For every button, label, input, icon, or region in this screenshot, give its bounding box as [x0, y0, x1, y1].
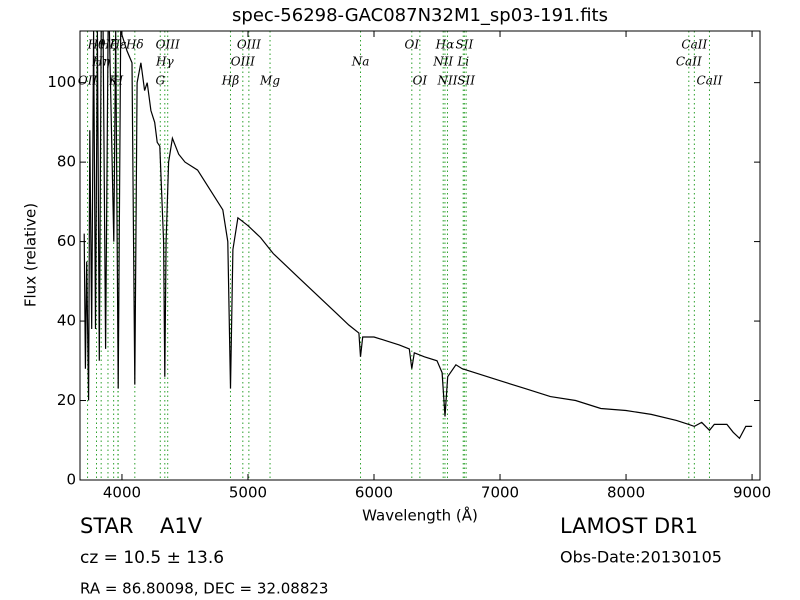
y-tick-label: 100 — [47, 73, 76, 91]
line-label: G — [155, 74, 165, 88]
line-label: NII — [436, 74, 457, 88]
chart-title: spec-56298-GAC087N32M1_sp03-191.fits — [232, 5, 608, 26]
obs-date: Obs-Date:20130105 — [560, 548, 722, 567]
line-label: Na — [351, 55, 370, 69]
x-tick-label: 7000 — [481, 484, 519, 502]
line-label: H — [112, 74, 124, 88]
line-label: Mg — [259, 74, 280, 88]
line-label: SII — [457, 74, 475, 88]
object-subclass: A1V — [160, 514, 203, 538]
redshift: cz = 10.5 ± 13.6 — [80, 548, 224, 568]
y-tick-label: 80 — [57, 153, 76, 171]
x-tick-label: 4000 — [103, 484, 141, 502]
x-tick-label: 6000 — [355, 484, 393, 502]
line-label: OII — [78, 74, 98, 88]
y-tick-label: 20 — [57, 391, 76, 409]
line-label: CaII — [681, 38, 707, 52]
survey: LAMOST DR1 — [560, 514, 698, 538]
plot-frame — [79, 30, 761, 481]
line-label: OI — [413, 74, 428, 88]
y-tick-label: 40 — [57, 312, 76, 330]
line-label: Hβ — [221, 74, 239, 88]
line-label: OI — [405, 38, 420, 52]
x-tick-label: 5000 — [229, 484, 267, 502]
object-class: STAR — [80, 514, 133, 538]
line-label: K — [108, 74, 119, 88]
line-label: NII — [432, 55, 453, 69]
y-tick-label: 60 — [57, 232, 76, 250]
line-label: OIII — [231, 55, 255, 69]
y-tick-label: 0 — [66, 471, 76, 489]
coordinates: RA = 86.80098, DEC = 32.08823 — [80, 580, 328, 598]
spectrum — [83, 31, 753, 440]
x-axis-label: Wavelength (Å) — [362, 506, 478, 525]
line-label: CaII — [676, 55, 702, 69]
line-label: Hγ — [155, 55, 174, 69]
line-label: Li — [456, 55, 469, 69]
line-label: Hδ — [125, 38, 144, 52]
y-axis-label: Flux (relative) — [22, 203, 40, 307]
line-label: CaII — [697, 74, 723, 88]
line-label: Hα — [435, 38, 455, 52]
x-tick-label: 8000 — [607, 484, 645, 502]
line-label: SII — [456, 38, 474, 52]
line-label: OIII — [237, 38, 261, 52]
line-label: OIII — [156, 38, 180, 52]
spectrum-group — [83, 31, 753, 440]
x-tick-label: 9000 — [733, 484, 771, 502]
